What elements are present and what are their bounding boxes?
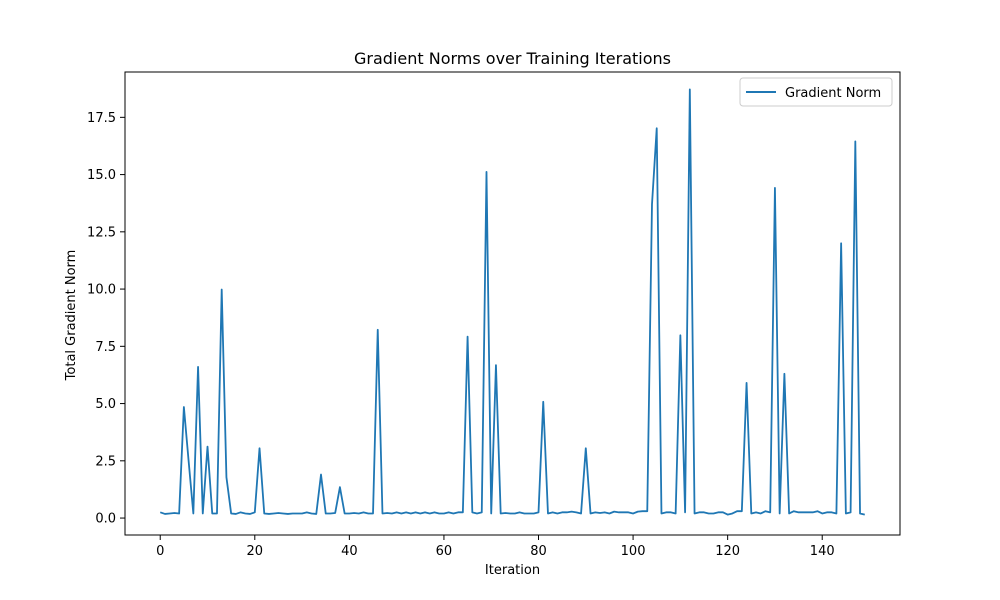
y-axis-label: Total Gradient Norm — [64, 250, 79, 382]
x-axis: 0 20 40 60 80 100 120 140 — [156, 535, 835, 559]
y-tick-label: 2.5 — [95, 454, 116, 469]
y-tick-label: 17.5 — [87, 111, 116, 126]
x-axis-label: Iteration — [485, 563, 540, 578]
legend: Gradient Norm — [739, 77, 893, 107]
x-tick-label: 0 — [156, 544, 164, 559]
y-tick-label: 10.0 — [87, 283, 116, 298]
x-tick-label: 20 — [247, 544, 264, 559]
y-tick-label: 5.0 — [95, 397, 116, 412]
chart-title: Gradient Norms over Training Iterations — [354, 49, 671, 68]
y-tick-label: 7.5 — [95, 340, 116, 355]
y-axis: 0.0 2.5 5.0 7.5 10.0 12.5 15.0 17.5 — [87, 111, 125, 527]
legend-box — [739, 77, 893, 107]
x-tick-label: 60 — [436, 544, 453, 559]
y-tick-label: 15.0 — [87, 168, 116, 183]
x-tick-label: 120 — [715, 544, 740, 559]
plot-area — [124, 71, 901, 536]
x-tick-label: 140 — [810, 544, 835, 559]
y-tick-label: 0.0 — [95, 512, 116, 527]
axes-frame — [124, 71, 901, 536]
series-line-0 — [159, 88, 865, 516]
x-tick-label: 100 — [621, 544, 646, 559]
legend-label: Gradient Norm — [785, 86, 881, 101]
y-tick-label: 12.5 — [87, 225, 116, 240]
x-tick-label: 40 — [341, 544, 358, 559]
x-tick-label: 80 — [530, 544, 547, 559]
